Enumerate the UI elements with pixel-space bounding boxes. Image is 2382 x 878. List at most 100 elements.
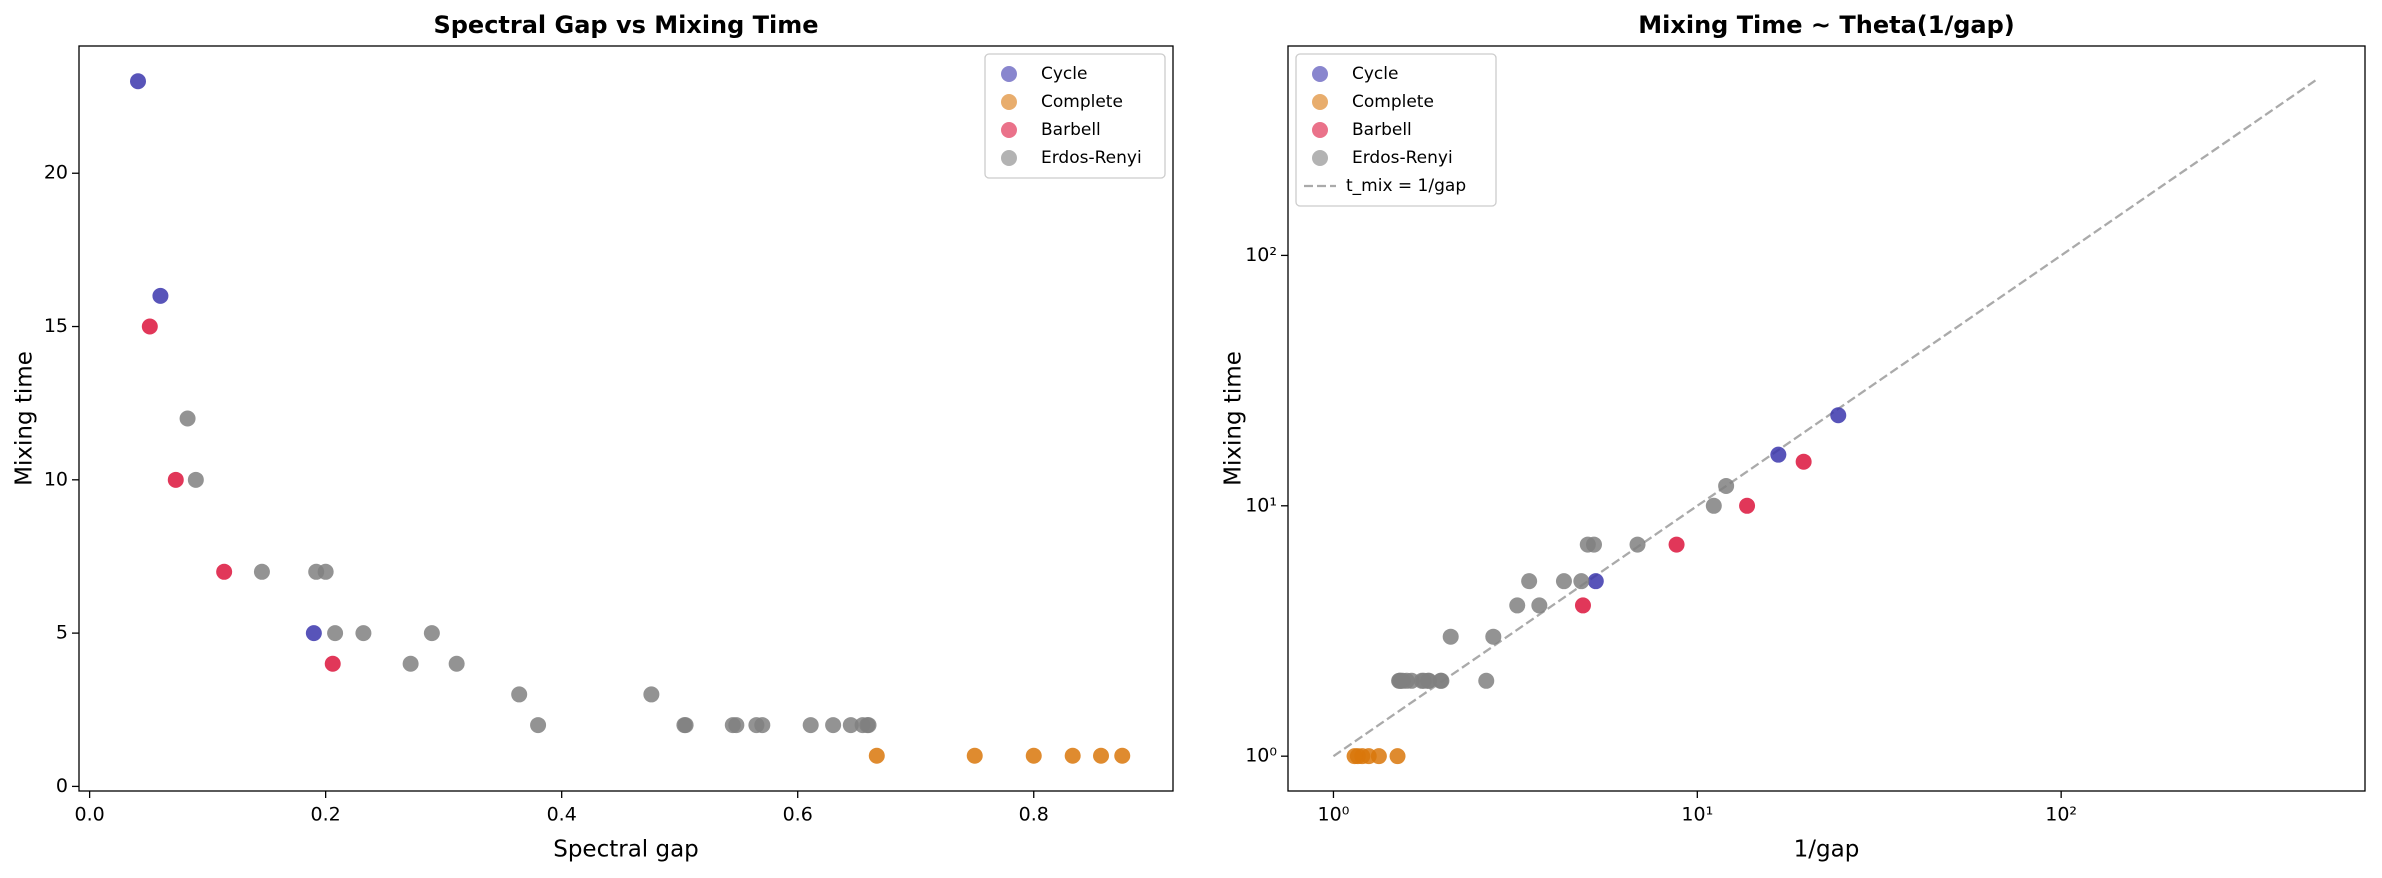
data-point bbox=[130, 73, 147, 90]
legend-label: Barbell bbox=[1352, 120, 1412, 140]
x-tick-label: 0.2 bbox=[311, 804, 341, 826]
data-point bbox=[1521, 573, 1538, 590]
axes-frame bbox=[78, 45, 1174, 792]
y-tick-label: 0 bbox=[56, 775, 68, 797]
data-point bbox=[1718, 477, 1735, 494]
x-tick-label: 0.4 bbox=[547, 804, 577, 826]
legend-marker bbox=[1312, 122, 1328, 138]
data-point bbox=[324, 655, 341, 672]
data-point bbox=[677, 717, 694, 734]
chart-title: Mixing Time ~ Theta(1/gap) bbox=[1638, 11, 2015, 39]
data-point bbox=[1485, 628, 1502, 645]
data-point bbox=[643, 686, 660, 703]
data-point bbox=[1509, 597, 1526, 614]
data-point bbox=[1346, 748, 1363, 765]
data-point bbox=[1391, 672, 1408, 689]
chart-title: Spectral Gap vs Mixing Time bbox=[433, 11, 818, 39]
data-point bbox=[1739, 497, 1756, 514]
data-point bbox=[966, 747, 983, 764]
data-point bbox=[152, 287, 169, 304]
data-point bbox=[1668, 536, 1685, 553]
data-point bbox=[1555, 573, 1572, 590]
data-point bbox=[179, 410, 196, 427]
legend-box bbox=[984, 53, 1166, 179]
data-point bbox=[355, 625, 372, 642]
x-tick-label: 0.0 bbox=[75, 804, 105, 826]
data-point bbox=[216, 563, 233, 580]
legend-label: Erdos-Renyi bbox=[1352, 148, 1453, 168]
data-point bbox=[825, 717, 842, 734]
data-point bbox=[1795, 453, 1812, 470]
y-tick-label: 15 bbox=[44, 315, 68, 337]
data-point bbox=[187, 471, 204, 488]
legend-box bbox=[1295, 53, 1497, 207]
data-point bbox=[1478, 672, 1495, 689]
data-point bbox=[802, 717, 819, 734]
legend-label: Barbell bbox=[1041, 120, 1101, 140]
legend-marker bbox=[1312, 150, 1328, 166]
data-point bbox=[1114, 747, 1131, 764]
data-point bbox=[1574, 597, 1591, 614]
y-axis-label: Mixing time bbox=[1221, 351, 1247, 486]
data-point bbox=[868, 747, 885, 764]
y-tick-label: 10 bbox=[44, 468, 68, 490]
legend-marker bbox=[1001, 94, 1017, 110]
data-point bbox=[1629, 536, 1646, 553]
legend-marker bbox=[1001, 122, 1017, 138]
data-point bbox=[1705, 497, 1722, 514]
y-tick-label: 20 bbox=[44, 162, 68, 184]
data-point bbox=[1064, 747, 1081, 764]
data-point bbox=[1587, 573, 1604, 590]
x-axis-label: 1/gap bbox=[1794, 837, 1860, 863]
data-point bbox=[1432, 672, 1449, 689]
y-tick-label: 10¹ bbox=[1245, 494, 1277, 516]
data-point bbox=[842, 717, 859, 734]
y-tick-label: 10² bbox=[1245, 244, 1277, 266]
data-point bbox=[141, 318, 158, 335]
data-point bbox=[1025, 747, 1042, 764]
data-point bbox=[448, 655, 465, 672]
data-point bbox=[1573, 573, 1590, 590]
y-tick-label: 5 bbox=[56, 622, 68, 644]
legend-label: t_mix = 1/gap bbox=[1346, 176, 1466, 196]
legend-label: Complete bbox=[1041, 92, 1123, 112]
data-point bbox=[728, 717, 745, 734]
legend-marker bbox=[1312, 66, 1328, 82]
x-tick-label: 0.8 bbox=[1019, 804, 1049, 826]
legend-label: Erdos-Renyi bbox=[1041, 148, 1142, 168]
legend-label: Cycle bbox=[1352, 64, 1398, 84]
data-point bbox=[1389, 748, 1406, 765]
data-point bbox=[1770, 446, 1787, 463]
legend-marker bbox=[1312, 94, 1328, 110]
x-tick-label: 10⁰ bbox=[1318, 804, 1350, 826]
legend-label: Complete bbox=[1352, 92, 1434, 112]
y-axis-label: Mixing time bbox=[12, 351, 38, 486]
data-point bbox=[317, 563, 334, 580]
data-point bbox=[1531, 597, 1548, 614]
axes-frame bbox=[1287, 45, 2366, 792]
legend-label: Cycle bbox=[1041, 64, 1087, 84]
data-point bbox=[754, 717, 771, 734]
x-axis-label: Spectral gap bbox=[553, 837, 699, 863]
x-tick-label: 10² bbox=[2045, 804, 2077, 826]
data-point bbox=[167, 471, 184, 488]
data-point bbox=[305, 625, 322, 642]
legend-marker bbox=[1001, 150, 1017, 166]
x-tick-label: 10¹ bbox=[1681, 804, 1713, 826]
data-point bbox=[860, 717, 877, 734]
y-tick-label: 10⁰ bbox=[1245, 745, 1277, 767]
data-point bbox=[530, 717, 547, 734]
legend-marker bbox=[1001, 66, 1017, 82]
x-tick-label: 0.6 bbox=[783, 804, 813, 826]
data-point bbox=[327, 625, 344, 642]
data-point bbox=[511, 686, 528, 703]
data-point bbox=[402, 655, 419, 672]
data-point bbox=[1093, 747, 1110, 764]
data-point bbox=[1579, 536, 1596, 553]
data-point bbox=[253, 563, 270, 580]
data-point bbox=[1830, 407, 1847, 424]
data-point bbox=[1442, 628, 1459, 645]
data-point bbox=[423, 625, 440, 642]
